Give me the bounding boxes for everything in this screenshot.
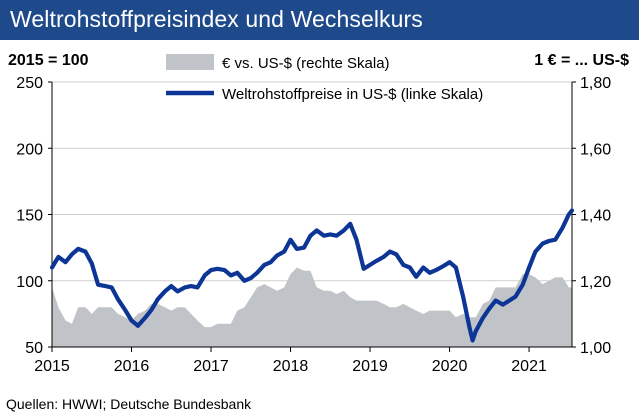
source-note: Quellen: HWWI; Deutsche Bundesbank <box>6 396 252 412</box>
right-axis-tick-label: 1,60 <box>580 141 611 158</box>
title-bar: Weltrohstoffpreisindex und Wechselkurs <box>0 0 639 40</box>
x-axis-tick-label: 2018 <box>273 358 309 375</box>
x-axis-tick-label: 2019 <box>352 358 388 375</box>
x-axis-tick-label: 2017 <box>193 358 229 375</box>
x-axis-tick-label: 2020 <box>432 358 468 375</box>
legend-label-exchange-rate: € vs. US-$ (rechte Skala) <box>222 55 390 72</box>
left-axis-tick-label: 200 <box>16 141 43 158</box>
left-axis-tick-label: 250 <box>16 75 43 92</box>
commodity-price-line <box>49 208 575 343</box>
left-axis-unit-label: 2015 = 100 <box>8 52 89 69</box>
right-axis-unit-label: 1 € = ... US-$ <box>534 52 629 69</box>
chart-title: Weltrohstoffpreisindex und Wechselkurs <box>10 6 423 32</box>
left-axis-tick-label: 150 <box>16 208 43 225</box>
exchange-rate-area <box>52 267 572 347</box>
right-axis-tick-label: 1,40 <box>580 208 611 225</box>
right-axis-tick-label: 1,00 <box>580 340 611 357</box>
left-axis-tick-label: 100 <box>16 274 43 291</box>
x-axis-tick-label: 2015 <box>34 358 70 375</box>
legend-swatch-exchange-rate <box>166 54 214 70</box>
legend-label-commodity-prices: Weltrohstoffpreise in US-$ (linke Skala) <box>222 86 483 103</box>
right-axis-tick-label: 1,80 <box>580 75 611 92</box>
left-axis-tick-label: 50 <box>25 340 43 357</box>
right-axis-tick-label: 1,20 <box>580 274 611 291</box>
x-axis-tick-label: 2021 <box>511 358 547 375</box>
x-axis-tick-label: 2016 <box>114 358 150 375</box>
